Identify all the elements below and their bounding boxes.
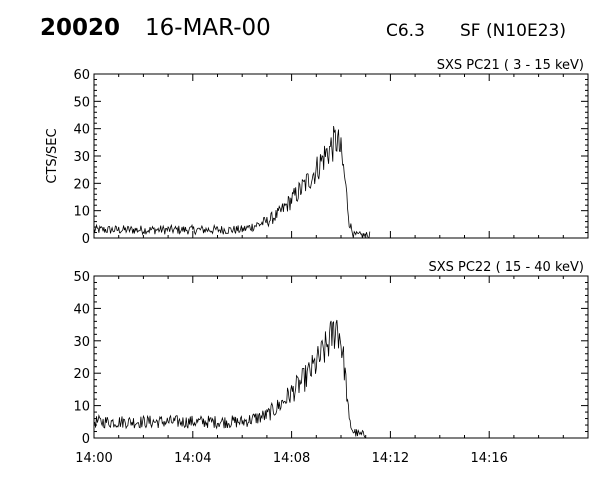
y-tick-label: 0 [82, 232, 90, 247]
series-line-0-0 [93, 125, 371, 239]
y-tick-label: 40 [73, 123, 90, 138]
chart-title-0: SXS PC21 ( 3 - 15 keV) [437, 58, 584, 73]
x-tick-label: 14:12 [372, 451, 409, 466]
y-tick-label: 10 [73, 205, 90, 220]
y-tick-label: 40 [73, 302, 90, 317]
series-line-1-0 [93, 319, 366, 439]
plot-frame-0 [93, 73, 589, 239]
flare-class: C6.3 [386, 21, 425, 41]
x-tick-label: 14:08 [273, 451, 310, 466]
chart-title-1: SXS PC22 ( 15 - 40 keV) [428, 260, 584, 275]
y-tick-label: 50 [73, 270, 90, 285]
x-tick-label: 14:04 [174, 451, 211, 466]
y-tick-label: 20 [73, 177, 90, 192]
flare-location: SF (N10E23) [460, 21, 566, 41]
y-axis-label: CTS/SEC [45, 128, 60, 183]
x-tick-label: 14:16 [470, 451, 507, 466]
y-tick-label: 10 [73, 400, 90, 415]
x-tick-label: 14:00 [75, 451, 112, 466]
y-tick-label: 20 [73, 367, 90, 382]
y-tick-label: 50 [73, 95, 90, 110]
event-date: 16-MAR-00 [145, 15, 271, 41]
y-tick-label: 0 [82, 432, 90, 447]
y-tick-label: 30 [73, 150, 90, 165]
event-number: 20020 [40, 15, 121, 41]
plot-frame-1 [93, 275, 589, 439]
y-tick-label: 30 [73, 335, 90, 350]
y-tick-label: 60 [73, 68, 90, 83]
